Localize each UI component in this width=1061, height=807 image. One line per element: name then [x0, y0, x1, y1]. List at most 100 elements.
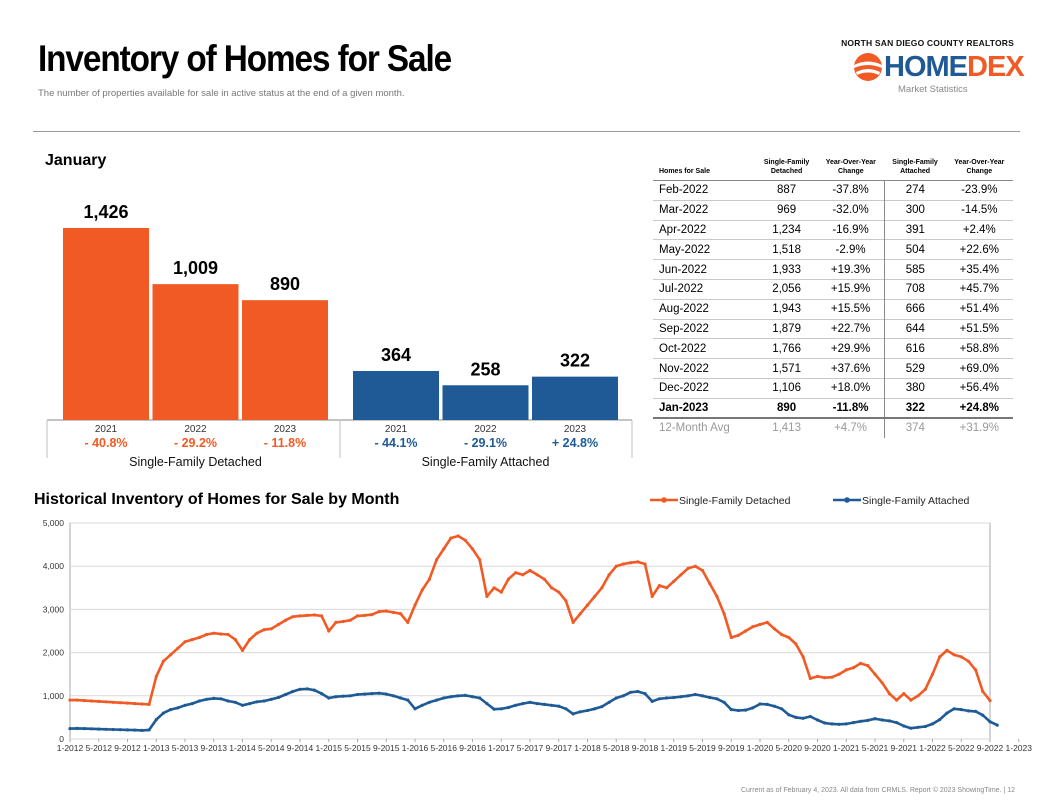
table-cell: -32.0% [817, 199, 885, 221]
bar-year-label: 2021 [385, 424, 408, 435]
table-cell: Dec-2022 [653, 377, 757, 399]
series-point [363, 692, 367, 696]
table-cell: 1,571 [756, 358, 818, 379]
bar-year-label: 2022 [474, 424, 497, 435]
x-tick-label: 9-2021 [891, 743, 918, 753]
series-point [672, 579, 676, 583]
series-point [320, 614, 324, 618]
x-tick-label: 5-2018 [603, 743, 630, 753]
series-point [636, 689, 640, 694]
table-cell: 1,943 [756, 298, 818, 320]
series-point [320, 692, 324, 696]
series-point [435, 558, 439, 562]
series-point [708, 695, 712, 700]
series-point [97, 727, 101, 731]
x-tick-label: 5-2014 [258, 743, 285, 753]
x-tick-label: 9-2013 [201, 743, 228, 753]
homedex-logo: HOMEDEX [884, 51, 1025, 84]
table-row: Jun-2022 1,933 +19.3% 585 +35.4% [653, 259, 1013, 280]
series-point [614, 564, 618, 568]
series-point [413, 707, 417, 711]
series-point [930, 672, 935, 676]
table-row: Apr-2022 1,234 -16.9% 391 +2.4% [653, 219, 1013, 240]
series-point [823, 721, 827, 725]
series-point [902, 724, 906, 728]
bar-year-label: 2021 [95, 424, 118, 435]
series-point [269, 627, 273, 631]
series-point [463, 693, 467, 697]
series-point [348, 618, 352, 622]
bar-group-label: Single-Family Detached [129, 455, 262, 469]
table-cell: +2.4% [945, 219, 1013, 240]
x-tick-label: 1-2023 [1006, 743, 1033, 753]
series-point [169, 653, 173, 657]
table-cell: +56.4% [945, 377, 1013, 399]
table-cell: +45.7% [945, 278, 1013, 300]
series-point [880, 681, 884, 685]
table-cell: 616 [883, 338, 946, 359]
series-point [736, 633, 741, 637]
series-point [111, 700, 115, 704]
table-row: Dec-2022 1,106 +18.0% 380 +56.4% [653, 377, 1013, 399]
table-cell: +22.6% [945, 239, 1013, 260]
series-point [801, 655, 805, 659]
bar-chart-title: January [45, 152, 107, 169]
series-point [75, 698, 79, 702]
x-tick-label: 9-2022 [977, 743, 1004, 753]
series-point [161, 659, 165, 663]
series-point [298, 614, 302, 618]
series-point [97, 699, 101, 703]
table-cell: 585 [883, 259, 946, 280]
series-point [391, 694, 395, 698]
legend-marker [844, 497, 850, 503]
series-point [557, 590, 561, 594]
series-point [966, 659, 971, 663]
series-point [104, 700, 108, 704]
series-point [348, 694, 352, 698]
table-cell: +35.4% [945, 259, 1013, 280]
series-point [133, 702, 137, 706]
table-cell: 1,234 [756, 219, 818, 240]
series-point [506, 577, 510, 581]
table-cell: -14.5% [945, 199, 1013, 221]
series-point [427, 700, 431, 704]
header-divider [33, 131, 1020, 132]
x-tick-label: 9-2018 [632, 743, 659, 753]
series-point [363, 613, 367, 617]
x-tick-label: 5-2015 [344, 743, 371, 753]
table-cell: 969 [756, 199, 818, 221]
y-tick-label: 5,000 [43, 518, 65, 528]
series-point [521, 573, 525, 577]
series-point [866, 718, 870, 722]
series-point [327, 629, 331, 633]
series-point [420, 588, 424, 592]
series-point [291, 689, 295, 694]
series-point [334, 695, 338, 699]
table-cell: Jan-2023 [653, 397, 757, 420]
series-point [248, 638, 252, 642]
series-point [233, 638, 237, 642]
table-cell: 1,879 [756, 318, 818, 339]
series-point [830, 722, 834, 726]
series-point [780, 632, 784, 637]
series-point [197, 699, 201, 703]
series-point [478, 558, 482, 562]
series-point [470, 547, 475, 551]
series-point [399, 612, 403, 616]
series-point [837, 672, 841, 676]
series-point [161, 711, 165, 715]
series-point [212, 696, 216, 700]
series-point [650, 594, 654, 598]
bar-year-label: 2023 [564, 424, 587, 435]
series-point [456, 534, 460, 538]
series-point [154, 718, 158, 722]
series-point [406, 620, 410, 624]
bar-detached-2023 [242, 300, 328, 420]
series-point [90, 699, 94, 703]
series-point [312, 688, 316, 692]
series-point [377, 691, 381, 695]
series-point [643, 562, 647, 566]
series-point [535, 702, 539, 706]
